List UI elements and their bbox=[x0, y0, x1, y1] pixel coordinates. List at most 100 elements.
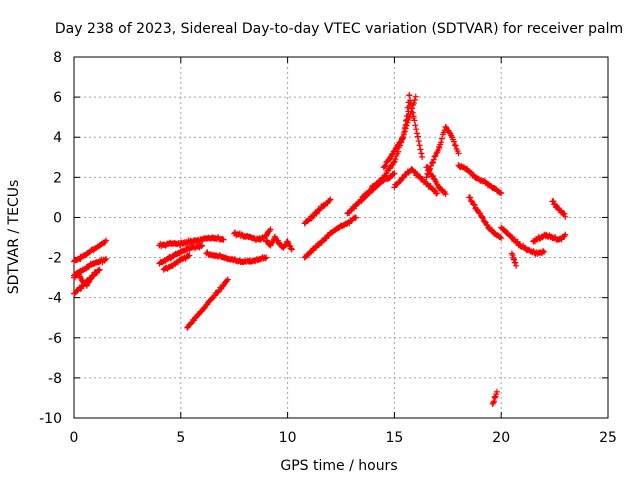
data-point-marker bbox=[434, 190, 441, 197]
data-point-marker bbox=[326, 197, 333, 204]
data-point-marker bbox=[413, 126, 420, 133]
data-point-marker bbox=[381, 163, 388, 170]
data-point-marker bbox=[430, 156, 437, 163]
data-point-marker bbox=[562, 213, 569, 220]
y-axis-tick-labels: -10 -8 -6 -4 -2 0 2 4 6 8 bbox=[39, 50, 62, 427]
data-point-marker bbox=[417, 146, 424, 153]
x-axis-tick-labels: 0 5 10 15 20 25 bbox=[70, 430, 617, 446]
data-point-marker bbox=[199, 242, 206, 249]
data-point-marker bbox=[316, 207, 323, 214]
data-point-marker bbox=[412, 93, 419, 100]
data-point-marker bbox=[452, 142, 459, 149]
x-tick-label: 20 bbox=[492, 430, 510, 446]
y-tick-label: -4 bbox=[48, 291, 62, 307]
data-point-marker bbox=[397, 139, 404, 146]
data-point-marker bbox=[467, 194, 474, 201]
x-axis-title: GPS time / hours bbox=[280, 458, 397, 474]
data-point-marker bbox=[431, 153, 438, 160]
data-point-marker bbox=[455, 150, 462, 157]
data-point-marker bbox=[408, 105, 415, 112]
y-tick-label: -8 bbox=[48, 371, 62, 387]
data-point-marker bbox=[102, 256, 109, 263]
data-point-marker bbox=[96, 266, 103, 273]
data-point-marker bbox=[497, 233, 504, 240]
data-point-marker bbox=[481, 218, 488, 225]
data-point-marker bbox=[514, 238, 521, 245]
data-point-marker bbox=[478, 214, 485, 221]
data-point-marker bbox=[402, 124, 409, 131]
y-tick-label: -10 bbox=[39, 411, 62, 427]
data-point-marker bbox=[512, 259, 519, 266]
y-tick-label: 0 bbox=[53, 210, 62, 226]
data-point-marker bbox=[402, 117, 409, 124]
data-point-marker bbox=[433, 190, 440, 197]
data-point-marker bbox=[398, 138, 405, 145]
data-point-marker bbox=[433, 150, 440, 157]
data-point-marker bbox=[498, 235, 505, 242]
axis-ticks bbox=[73, 56, 609, 419]
data-point-marker bbox=[429, 172, 436, 179]
data-point-marker bbox=[419, 154, 426, 161]
data-point-marker bbox=[323, 235, 330, 242]
data-point-marker bbox=[391, 170, 398, 177]
data-point-marker bbox=[220, 236, 227, 243]
data-point-marker bbox=[407, 97, 414, 104]
data-point-marker bbox=[513, 262, 520, 269]
x-tick-label: 10 bbox=[279, 430, 297, 446]
data-point-marker bbox=[491, 398, 498, 405]
data-point-marker bbox=[539, 248, 546, 255]
plot-area-frame bbox=[73, 56, 609, 419]
y-axis-title: SDTVAR / TECUs bbox=[6, 180, 22, 295]
data-point-marker bbox=[327, 196, 334, 203]
grid-lines bbox=[74, 57, 608, 418]
data-point-marker bbox=[267, 226, 274, 233]
data-point-marker bbox=[509, 252, 516, 259]
data-point-marker bbox=[540, 248, 547, 255]
data-point-marker bbox=[416, 142, 423, 149]
x-tick-label: 5 bbox=[176, 430, 185, 446]
data-point-marker bbox=[414, 133, 421, 140]
data-point-marker bbox=[562, 231, 569, 238]
data-point-marker bbox=[397, 178, 404, 185]
data-point-marker bbox=[288, 245, 295, 252]
y-tick-label: 2 bbox=[53, 170, 62, 186]
data-point-marker bbox=[450, 138, 457, 145]
data-point-marker bbox=[438, 139, 445, 146]
data-point-marker bbox=[392, 156, 399, 163]
data-point-marker bbox=[490, 399, 497, 406]
data-point-marker bbox=[103, 237, 110, 244]
data-point-marker bbox=[446, 129, 453, 136]
data-point-marker bbox=[352, 214, 359, 221]
data-point-marker bbox=[198, 243, 205, 250]
data-point-marker bbox=[92, 269, 99, 276]
data-point-marker bbox=[406, 92, 413, 99]
chart-title: Day 238 of 2023, Sidereal Day-to-day VTE… bbox=[55, 21, 623, 37]
data-point-marker bbox=[288, 246, 295, 253]
data-point-marker bbox=[418, 150, 425, 157]
y-tick-label: -2 bbox=[48, 251, 62, 267]
data-point-marker bbox=[414, 130, 421, 137]
data-point-marker bbox=[479, 215, 486, 222]
data-point-marker bbox=[550, 198, 557, 205]
data-point-marker bbox=[262, 255, 269, 262]
data-point-marker bbox=[103, 255, 110, 262]
y-tick-label: 6 bbox=[53, 90, 62, 106]
data-point-marker bbox=[412, 122, 419, 129]
data-point-marker bbox=[423, 174, 430, 181]
data-point-marker bbox=[223, 277, 230, 284]
data-point-marker bbox=[400, 131, 407, 138]
data-point-marker bbox=[415, 138, 422, 145]
data-series-sdtvar bbox=[71, 92, 569, 407]
data-point-marker bbox=[224, 276, 231, 283]
data-point-marker bbox=[390, 170, 397, 177]
data-point-marker bbox=[408, 100, 415, 107]
x-tick-label: 0 bbox=[70, 430, 79, 446]
data-point-marker bbox=[382, 162, 389, 169]
data-point-marker bbox=[188, 320, 195, 327]
data-point-marker bbox=[424, 164, 431, 171]
data-point-marker bbox=[201, 305, 208, 312]
data-point-marker bbox=[561, 210, 568, 217]
data-point-marker bbox=[493, 388, 500, 395]
y-tick-label: 4 bbox=[53, 130, 62, 146]
